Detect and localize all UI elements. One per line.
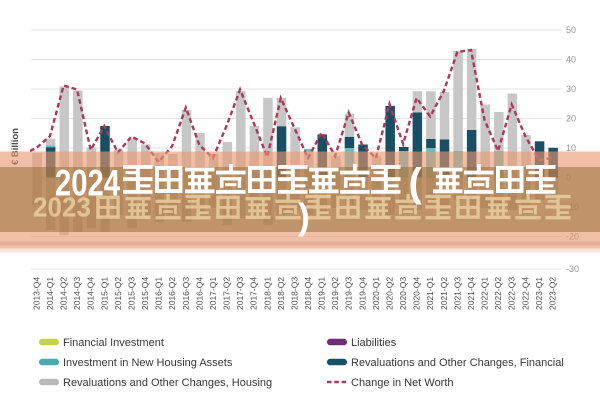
svg-text:2020-Q2: 2020-Q2 — [385, 277, 395, 310]
svg-text:2021-Q2: 2021-Q2 — [439, 277, 449, 310]
svg-text:2015-Q4: 2015-Q4 — [140, 277, 150, 310]
svg-text:2018-Q3: 2018-Q3 — [289, 277, 299, 310]
svg-text:2018-Q4: 2018-Q4 — [303, 277, 313, 310]
svg-text:2022-Q2: 2022-Q2 — [493, 277, 503, 310]
svg-text:20: 20 — [566, 114, 576, 124]
svg-text:10: 10 — [566, 143, 576, 153]
svg-text:2014-Q3: 2014-Q3 — [72, 277, 82, 310]
svg-text:2022-Q4: 2022-Q4 — [520, 277, 530, 310]
svg-text:Liabilities: Liabilities — [351, 337, 397, 349]
svg-text:2017-Q1: 2017-Q1 — [208, 277, 218, 310]
svg-text:2014-Q4: 2014-Q4 — [86, 277, 96, 310]
svg-text:2019-Q4: 2019-Q4 — [357, 277, 367, 310]
svg-text:2021-Q4: 2021-Q4 — [466, 277, 476, 310]
svg-text:Revaluations and Other Changes: Revaluations and Other Changes, Housing — [63, 377, 272, 389]
svg-text:2017-Q4: 2017-Q4 — [249, 277, 259, 310]
svg-text:2021-Q3: 2021-Q3 — [452, 277, 462, 310]
svg-text:2021-Q1: 2021-Q1 — [425, 277, 435, 310]
svg-text:2015-Q3: 2015-Q3 — [127, 277, 137, 310]
svg-text:2024: 2024 — [55, 163, 120, 204]
svg-text:Investment in New Housing Asse: Investment in New Housing Assets — [63, 357, 233, 369]
svg-text:50: 50 — [566, 25, 576, 35]
svg-text:30: 30 — [566, 84, 576, 94]
svg-text:2023: 2023 — [33, 192, 91, 223]
svg-text:2015-Q2: 2015-Q2 — [113, 277, 123, 310]
svg-text:2017-Q2: 2017-Q2 — [222, 277, 232, 310]
svg-text:): ) — [298, 196, 310, 237]
svg-text:2022-Q3: 2022-Q3 — [507, 277, 517, 310]
svg-text:Revaluations and Other Changes: Revaluations and Other Changes, Financia… — [351, 357, 564, 369]
svg-text:40: 40 — [566, 55, 576, 65]
svg-text:2017-Q3: 2017-Q3 — [235, 277, 245, 310]
svg-text:2020-Q3: 2020-Q3 — [398, 277, 408, 310]
svg-text:2014-Q1: 2014-Q1 — [45, 277, 55, 310]
svg-text:2020-Q1: 2020-Q1 — [371, 277, 381, 310]
svg-text:2019-Q2: 2019-Q2 — [330, 277, 340, 310]
svg-text:2015-Q1: 2015-Q1 — [99, 277, 109, 310]
svg-text:2016-Q3: 2016-Q3 — [181, 277, 191, 310]
svg-text:Change in Net Worth: Change in Net Worth — [351, 377, 454, 389]
svg-text:2020-Q4: 2020-Q4 — [412, 277, 422, 310]
svg-text:2013-Q4: 2013-Q4 — [31, 277, 41, 310]
svg-text:2023-Q2: 2023-Q2 — [547, 277, 557, 310]
svg-text:2016-Q2: 2016-Q2 — [167, 277, 177, 310]
svg-text:2023-Q1: 2023-Q1 — [534, 277, 544, 310]
svg-text:2014-Q2: 2014-Q2 — [59, 277, 69, 310]
svg-text:€ Billion: € Billion — [10, 128, 21, 165]
svg-text:(: ( — [409, 161, 423, 205]
svg-text:2019-Q1: 2019-Q1 — [317, 277, 327, 310]
svg-text:2016-Q4: 2016-Q4 — [194, 277, 204, 310]
svg-text:2018-Q2: 2018-Q2 — [276, 277, 286, 310]
svg-text:2018-Q1: 2018-Q1 — [262, 277, 272, 310]
svg-text:2022-Q1: 2022-Q1 — [480, 277, 490, 310]
svg-text:2016-Q1: 2016-Q1 — [154, 277, 164, 310]
svg-text:-30: -30 — [566, 264, 579, 274]
svg-text:2019-Q3: 2019-Q3 — [344, 277, 354, 310]
svg-text:Financial Investment: Financial Investment — [63, 337, 164, 349]
